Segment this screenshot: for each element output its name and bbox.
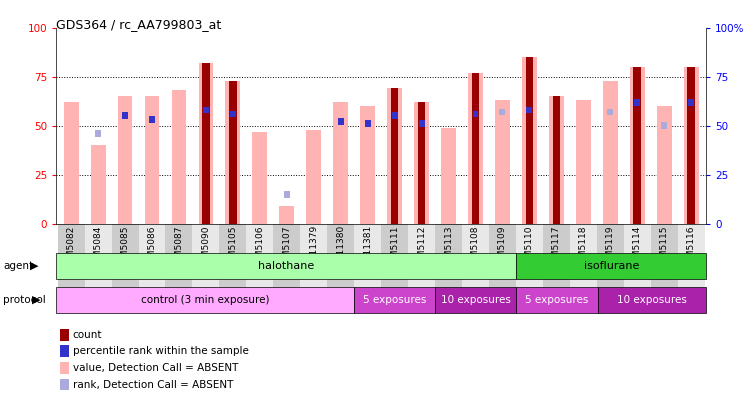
Bar [472, 73, 479, 224]
Bar [306, 129, 321, 224]
Bar [56, 253, 517, 279]
Bar [661, 122, 667, 129]
Bar [656, 106, 671, 224]
Text: value, Detection Call = ABSENT: value, Detection Call = ABSENT [73, 363, 238, 373]
Bar [436, 287, 517, 313]
Bar [333, 102, 348, 224]
Bar [354, 287, 436, 313]
Bar [85, 224, 112, 298]
Bar [192, 224, 219, 298]
Bar [391, 88, 398, 224]
Text: control (3 min exposure): control (3 min exposure) [141, 295, 270, 305]
Bar [522, 57, 537, 224]
Text: 5 exposures: 5 exposures [363, 295, 427, 305]
Bar [338, 118, 344, 125]
Text: protocol: protocol [3, 295, 46, 305]
Bar [630, 67, 644, 224]
Bar [203, 107, 209, 114]
Bar [597, 224, 624, 298]
Text: ▶: ▶ [32, 295, 41, 305]
Bar [360, 106, 375, 224]
Bar [165, 224, 192, 298]
Bar [414, 102, 429, 224]
Bar [472, 110, 478, 117]
Bar [230, 110, 236, 117]
Bar [526, 57, 533, 224]
Bar [543, 224, 570, 298]
Bar [229, 81, 237, 224]
Bar [95, 130, 101, 137]
Bar [58, 224, 85, 298]
Bar [327, 224, 354, 298]
Bar [418, 120, 424, 127]
Bar [279, 206, 294, 224]
Bar [365, 120, 371, 127]
Text: isoflurane: isoflurane [584, 261, 639, 271]
Bar [408, 224, 435, 298]
Bar [635, 99, 640, 106]
Bar [677, 224, 704, 298]
Bar [603, 81, 617, 224]
Text: 5 exposures: 5 exposures [526, 295, 589, 305]
Bar [516, 224, 543, 298]
Bar [171, 90, 186, 224]
Bar [570, 224, 597, 298]
Bar [441, 128, 456, 224]
Bar [688, 99, 694, 106]
Bar [198, 63, 213, 224]
Bar [381, 224, 408, 298]
Bar [489, 224, 516, 298]
Bar [517, 253, 706, 279]
Bar [138, 224, 165, 298]
Bar [122, 112, 128, 119]
Text: halothane: halothane [258, 261, 315, 271]
Bar [526, 107, 532, 114]
Bar [64, 102, 79, 224]
Bar [468, 73, 483, 224]
Bar [284, 191, 290, 198]
Bar [624, 224, 650, 298]
Bar [391, 112, 397, 119]
Bar [418, 102, 425, 224]
Bar [91, 145, 106, 224]
Bar [112, 224, 138, 298]
Text: ▶: ▶ [30, 261, 38, 271]
Bar [225, 81, 240, 224]
Bar [145, 96, 159, 224]
Text: agent: agent [3, 261, 33, 271]
Bar [634, 67, 641, 224]
Bar [683, 67, 698, 224]
Bar [354, 224, 381, 298]
Bar [650, 224, 677, 298]
Bar [149, 116, 155, 123]
Bar [118, 96, 132, 224]
Text: 10 exposures: 10 exposures [441, 295, 511, 305]
Text: rank, Detection Call = ABSENT: rank, Detection Call = ABSENT [73, 379, 234, 390]
Bar [219, 224, 246, 298]
Text: 10 exposures: 10 exposures [617, 295, 686, 305]
Bar [300, 224, 327, 298]
Bar [608, 109, 614, 116]
Text: GDS364 / rc_AA799803_at: GDS364 / rc_AA799803_at [56, 18, 222, 31]
Bar [273, 224, 300, 298]
Text: count: count [73, 329, 102, 340]
Bar [462, 224, 489, 298]
Bar [202, 63, 210, 224]
Bar [56, 287, 354, 313]
Bar [549, 96, 564, 224]
Bar [598, 287, 706, 313]
Bar [388, 88, 402, 224]
Bar [687, 67, 695, 224]
Bar [576, 100, 591, 224]
Bar [435, 224, 462, 298]
Bar [252, 131, 267, 224]
Bar [499, 109, 505, 116]
Bar [553, 96, 560, 224]
Bar [246, 224, 273, 298]
Bar [517, 287, 598, 313]
Bar [495, 100, 510, 224]
Text: percentile rank within the sample: percentile rank within the sample [73, 346, 249, 356]
